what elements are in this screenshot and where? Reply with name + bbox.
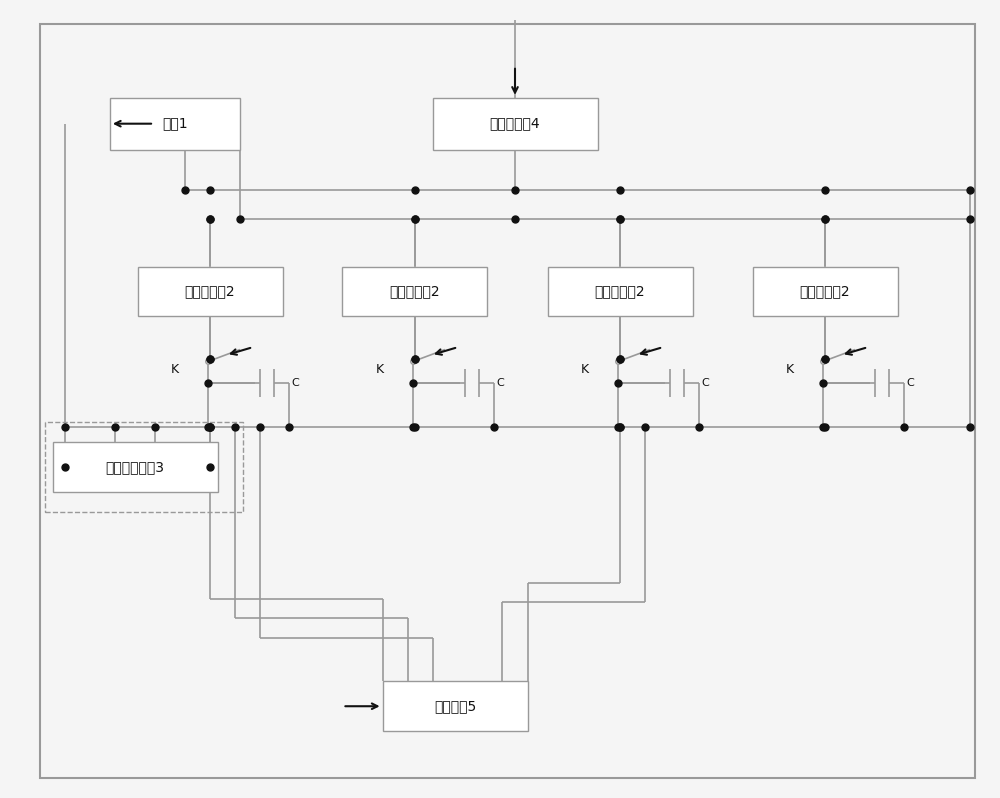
Text: C: C: [496, 378, 504, 388]
FancyBboxPatch shape: [110, 98, 240, 150]
Text: 标准值设备4: 标准值设备4: [490, 117, 540, 131]
FancyBboxPatch shape: [548, 267, 692, 316]
FancyBboxPatch shape: [432, 98, 598, 150]
Text: 被检变送器2: 被检变送器2: [800, 284, 850, 298]
FancyBboxPatch shape: [53, 442, 218, 492]
Text: 电源1: 电源1: [162, 117, 188, 131]
Text: 控制装置5: 控制装置5: [434, 699, 476, 713]
Text: 电流检测装置3: 电流检测装置3: [106, 460, 164, 474]
FancyBboxPatch shape: [138, 267, 283, 316]
Text: K: K: [171, 363, 179, 376]
Text: 被检变送器2: 被检变送器2: [390, 284, 440, 298]
Text: 被检变送器2: 被检变送器2: [595, 284, 645, 298]
Text: C: C: [906, 378, 914, 388]
Text: K: K: [581, 363, 589, 376]
FancyBboxPatch shape: [342, 267, 487, 316]
FancyBboxPatch shape: [753, 267, 898, 316]
Text: C: C: [291, 378, 299, 388]
Text: K: K: [376, 363, 384, 376]
Text: K: K: [786, 363, 794, 376]
Text: 被检变送器2: 被检变送器2: [185, 284, 235, 298]
Text: C: C: [701, 378, 709, 388]
FancyBboxPatch shape: [382, 681, 528, 731]
